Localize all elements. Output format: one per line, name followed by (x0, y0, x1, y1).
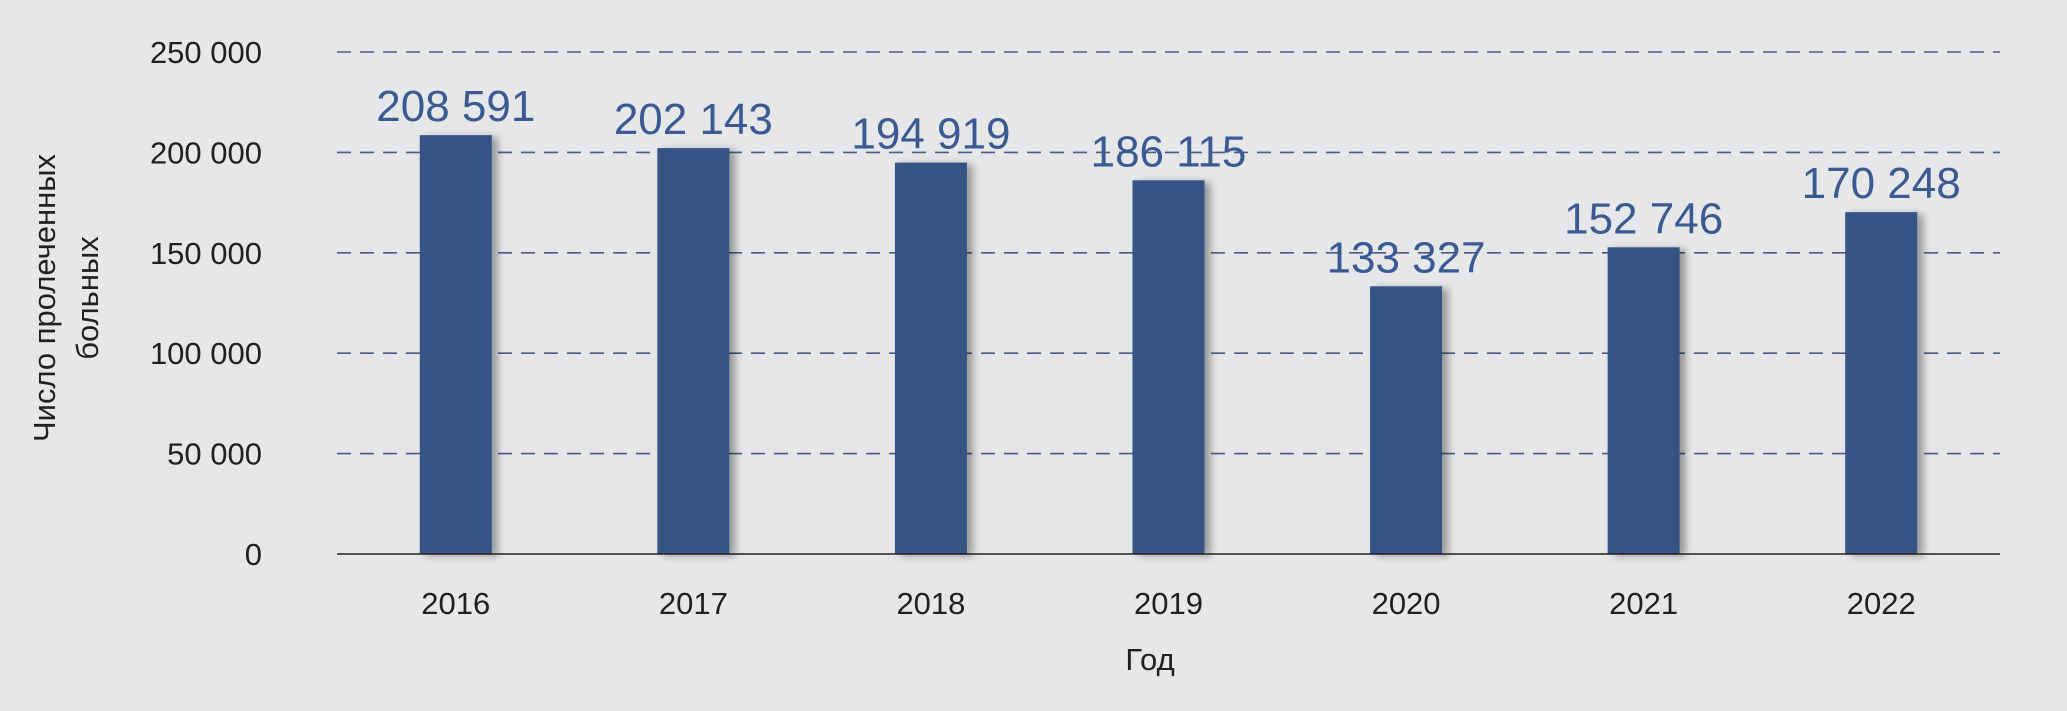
x-tick-label-2020: 2020 (1372, 586, 1441, 621)
y-axis-title-line-2: больных (70, 236, 105, 360)
y-tick-label: 0 (245, 537, 262, 572)
y-axis-title-line-1: Число пролеченных (27, 153, 62, 442)
bar-2021 (1607, 247, 1680, 555)
y-axis-title: Число пролеченных больных (27, 153, 105, 442)
data-label-2020: 133 327 (1327, 233, 1486, 282)
x-tick-label-2016: 2016 (421, 586, 490, 621)
data-label-2016: 208 591 (376, 82, 535, 131)
data-labels: 208 591 202 143 194 919 186 115 133 327 152 7… (376, 82, 1960, 282)
x-axis-ticks: 2016 2017 2018 2019 2020 2021 2022 (421, 586, 1915, 621)
y-tick-label: 50 000 (167, 437, 262, 472)
bar-2018 (894, 162, 967, 554)
bar-2017 (657, 148, 730, 554)
y-tick-label: 100 000 (150, 336, 262, 371)
data-label-2017: 202 143 (614, 95, 773, 144)
x-axis-title: Год (1125, 642, 1174, 677)
bar-2020 (1370, 286, 1443, 554)
x-tick-label-2017: 2017 (659, 586, 728, 621)
data-label-2018: 194 919 (851, 110, 1010, 159)
x-tick-label-2021: 2021 (1609, 586, 1678, 621)
data-label-2021: 152 746 (1564, 194, 1723, 243)
bar-2016 (419, 135, 492, 554)
y-tick-label: 150 000 (150, 236, 262, 271)
x-tick-label-2018: 2018 (896, 586, 965, 621)
data-label-2022: 170 248 (1802, 159, 1961, 208)
x-tick-label-2022: 2022 (1847, 586, 1916, 621)
y-tick-label: 250 000 (150, 35, 262, 70)
bar-2019 (1132, 180, 1205, 555)
x-tick-label-2019: 2019 (1134, 586, 1203, 621)
y-axis-ticks: 0 50 000 100 000 150 000 200 000 250 000 (150, 35, 262, 572)
bar-2022 (1845, 212, 1918, 554)
data-label-2019: 186 115 (1091, 127, 1247, 176)
y-tick-label: 200 000 (150, 135, 262, 170)
bars (419, 135, 1918, 555)
